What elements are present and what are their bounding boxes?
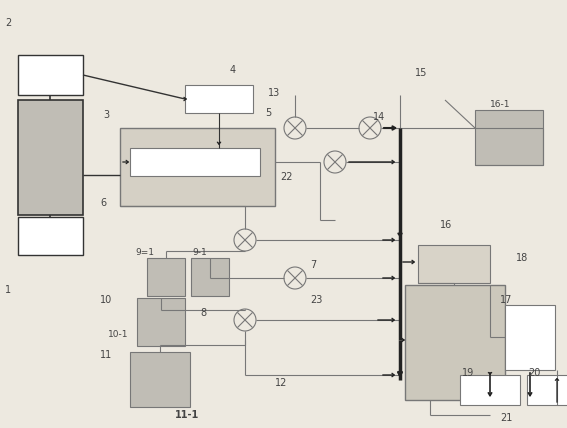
Text: 17: 17: [500, 295, 513, 305]
Bar: [405, 285, 505, 400]
Bar: [18, 100, 83, 215]
Bar: [130, 352, 190, 407]
Text: 10-1: 10-1: [108, 330, 129, 339]
Text: 14: 14: [373, 112, 385, 122]
Text: 1: 1: [5, 285, 11, 295]
Text: 21: 21: [500, 413, 513, 423]
Bar: [527, 375, 567, 405]
Bar: [475, 110, 543, 165]
Text: 13: 13: [268, 88, 280, 98]
Bar: [147, 258, 185, 296]
Text: 7: 7: [310, 260, 316, 270]
Text: 11: 11: [100, 350, 112, 360]
Text: 5: 5: [265, 108, 271, 118]
Text: 16-1: 16-1: [490, 100, 510, 109]
Text: 15: 15: [415, 68, 428, 78]
Text: 6: 6: [100, 198, 106, 208]
Bar: [120, 128, 275, 206]
Text: 20: 20: [528, 368, 540, 378]
Bar: [18, 217, 83, 255]
Text: 4: 4: [230, 65, 236, 75]
Text: 23: 23: [310, 295, 323, 305]
Bar: [460, 375, 520, 405]
Text: 10: 10: [100, 295, 112, 305]
Text: 18: 18: [516, 253, 528, 263]
Bar: [137, 298, 185, 346]
Bar: [185, 85, 253, 113]
Text: 9-1: 9-1: [192, 248, 207, 257]
Bar: [418, 245, 490, 283]
Bar: [18, 55, 83, 95]
Text: 19: 19: [462, 368, 474, 378]
Text: 12: 12: [275, 378, 287, 388]
Text: 8: 8: [200, 308, 206, 318]
Bar: [130, 148, 260, 176]
Text: 9=1: 9=1: [135, 248, 154, 257]
Bar: [191, 258, 229, 296]
Text: 2: 2: [5, 18, 11, 28]
Bar: [505, 305, 555, 370]
Text: 3: 3: [103, 110, 109, 120]
Text: 22: 22: [280, 172, 293, 182]
Text: 11-1: 11-1: [175, 410, 199, 420]
Text: 16: 16: [440, 220, 452, 230]
